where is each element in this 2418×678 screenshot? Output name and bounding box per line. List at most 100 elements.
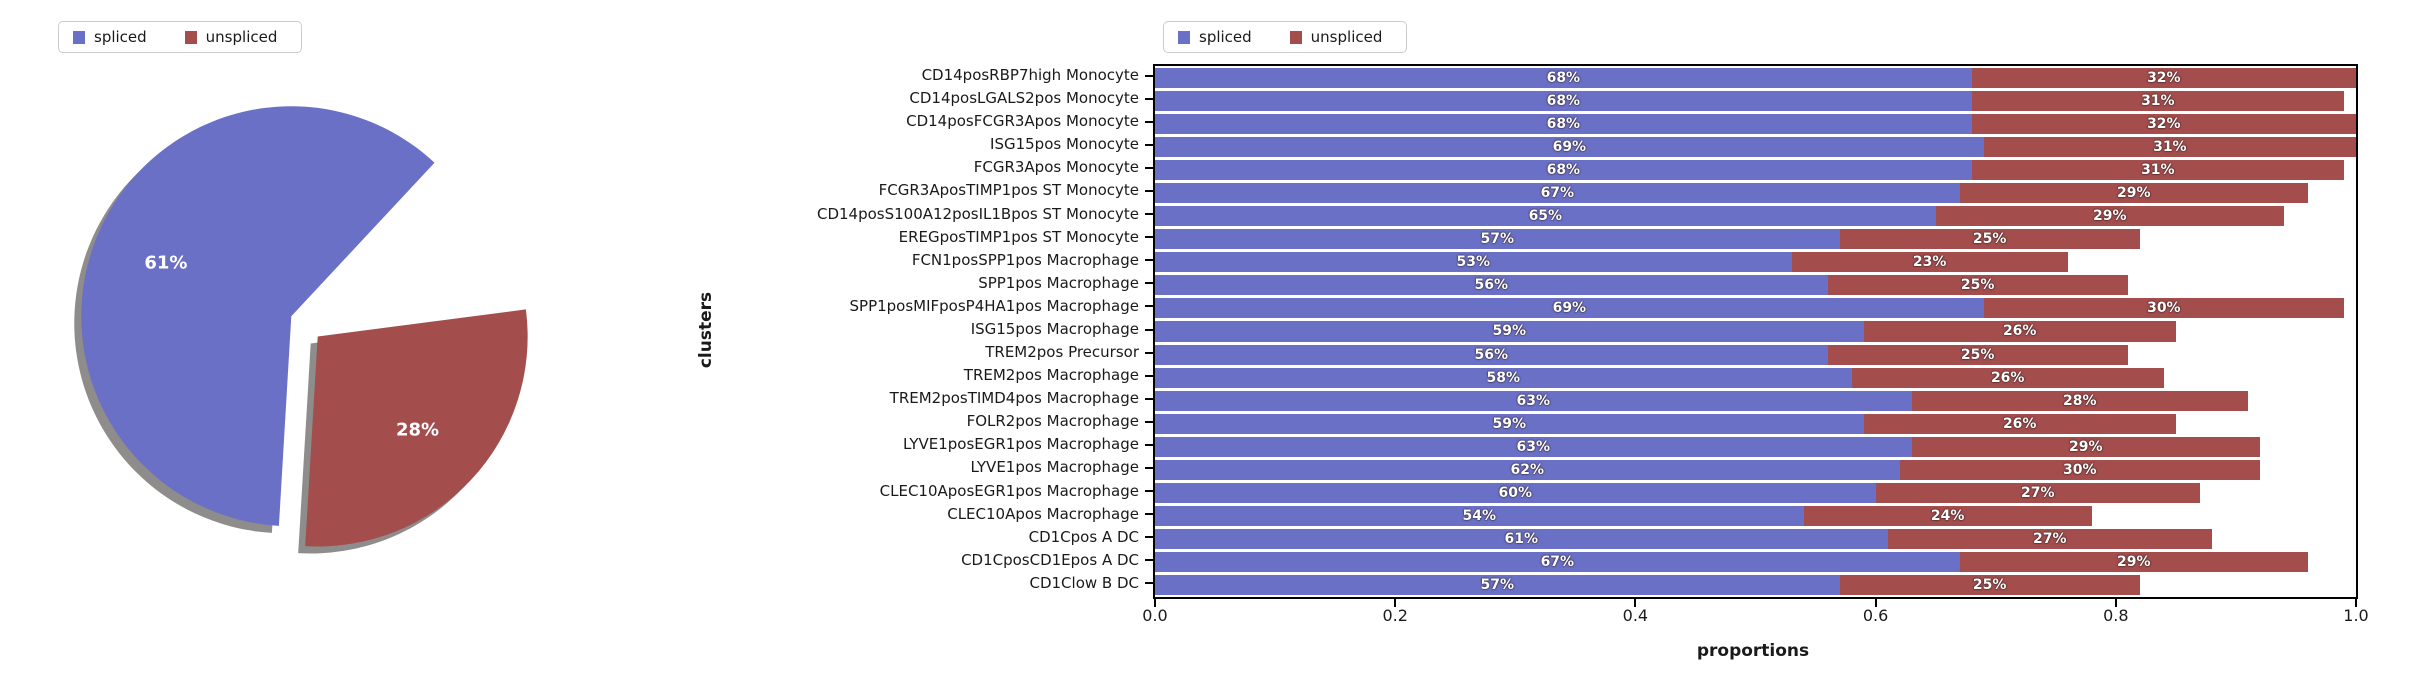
spliced-swatch-icon <box>1178 30 1190 44</box>
category-label: FCGR3AposTIMP1pos ST Monocyte <box>878 181 1139 200</box>
bar-segment-unspliced: 25% <box>1839 229 2140 250</box>
bar-value-label-spliced: 59% <box>1492 415 1527 432</box>
bar-value-label-spliced: 63% <box>1516 392 1551 409</box>
bar-row: 63% 29% <box>1155 435 2356 458</box>
y-axis-tick <box>1145 467 1153 470</box>
bar-row: 67% 29% <box>1155 181 2356 204</box>
bar-row: 57% 25% <box>1155 574 2356 597</box>
category-label: SPP1posMIFposP4HA1pos Macrophage <box>849 296 1140 315</box>
bar-value-label-unspliced: 27% <box>2032 531 2067 548</box>
bar-legend: spliced unspliced <box>1163 21 1407 53</box>
bar-value-label-unspliced: 30% <box>2147 300 2181 317</box>
x-axis-tick <box>2355 597 2357 607</box>
y-axis-tick <box>1145 120 1153 123</box>
bar-value-label-unspliced: 31% <box>2141 161 2175 178</box>
y-axis-tick <box>1145 559 1153 562</box>
bar-row: 67% 29% <box>1155 551 2356 574</box>
y-axis-label: clusters <box>696 291 716 369</box>
bar-row: 63% 28% <box>1155 389 2356 412</box>
bar-row: 62% 30% <box>1155 458 2356 481</box>
bar-segment-spliced: 68% <box>1155 90 1972 111</box>
bar-segment-spliced: 54% <box>1155 506 1804 527</box>
bar-value-label-spliced: 61% <box>1504 531 1539 548</box>
category-label: FCN1posSPP1pos Macrophage <box>911 250 1139 269</box>
bar-row: 68% 32% <box>1155 112 2356 135</box>
bar-segment-unspliced: 28% <box>1911 390 2248 411</box>
bar-segment-unspliced: 29% <box>1959 182 2308 203</box>
unspliced-swatch-icon <box>184 30 197 44</box>
category-label: CLEC10AposEGR1pos Macrophage <box>879 481 1139 500</box>
x-axis-tick <box>1394 597 1397 607</box>
bar-row: 68% 32% <box>1155 66 2356 89</box>
bar-value-label-spliced: 57% <box>1480 231 1515 248</box>
y-axis-tick <box>1145 259 1153 262</box>
bar-row: 60% 27% <box>1155 482 2356 505</box>
bar-value-label-unspliced: 29% <box>2093 208 2127 225</box>
category-label: CD14posFCGR3Apos Monocyte <box>906 112 1139 131</box>
spliced-swatch-icon <box>73 30 85 44</box>
bar-row: 68% 31% <box>1155 158 2356 181</box>
bar-chart-plot-area: 68% 32% 68% 31% 68% 32% 69% 31% 68% 31% 67% 29% 65% 2… <box>1153 64 2358 599</box>
bar-segment-spliced: 56% <box>1155 275 1828 296</box>
bar-value-label-unspliced: 32% <box>2147 115 2181 132</box>
bar-segment-unspliced: 23% <box>1791 252 2068 273</box>
bar-segment-unspliced: 29% <box>1935 206 2284 227</box>
bar-row: 59% 26% <box>1155 320 2356 343</box>
bar-segment-spliced: 69% <box>1155 136 1984 157</box>
bar-row: 59% 26% <box>1155 412 2356 435</box>
pie-legend: spliced unspliced <box>58 21 302 53</box>
bar-value-label-unspliced: 23% <box>1912 254 1947 271</box>
x-axis-tick-label: 0.0 <box>1142 606 1168 625</box>
bar-segment-spliced: 62% <box>1155 459 1900 481</box>
y-axis-tick <box>1145 74 1153 77</box>
bar-value-label-spliced: 63% <box>1516 438 1551 455</box>
x-axis-label: proportions <box>1696 641 1810 661</box>
bar-segment-unspliced: 24% <box>1803 506 2092 527</box>
bar-value-label-spliced: 56% <box>1474 277 1509 294</box>
legend-item-spliced: spliced <box>73 28 147 46</box>
bar-segment-spliced: 68% <box>1155 159 1972 180</box>
category-label: CD1Clow B DC <box>1029 573 1139 592</box>
bar-value-label-unspliced: 29% <box>2117 184 2151 201</box>
bar-value-label-unspliced: 26% <box>1990 369 2025 386</box>
bar-segment-unspliced: 32% <box>1971 113 2356 134</box>
bar-segment-unspliced: 30% <box>1899 459 2260 481</box>
bar-value-label-spliced: 56% <box>1474 346 1509 363</box>
y-axis-tick <box>1145 420 1153 423</box>
pie-value-label-unspliced: 28% <box>396 420 439 441</box>
bar-segment-unspliced: 31% <box>1971 159 2344 180</box>
category-label: TREM2pos Precursor <box>985 343 1139 362</box>
bar-segment-spliced: 57% <box>1155 575 1840 596</box>
x-axis-tick <box>1874 597 1877 607</box>
bar-value-label-unspliced: 25% <box>1972 577 2007 594</box>
y-axis-tick <box>1145 582 1153 585</box>
bar-value-label-spliced: 65% <box>1528 208 1563 225</box>
bar-value-label-unspliced: 25% <box>1972 231 2007 248</box>
bar-segment-spliced: 69% <box>1155 298 1984 319</box>
y-axis-tick <box>1145 282 1153 285</box>
category-label: EREGposTIMP1pos ST Monocyte <box>898 227 1139 246</box>
bar-value-label-unspliced: 28% <box>2063 392 2097 409</box>
pie-slice-spliced <box>81 106 435 526</box>
bar-segment-spliced: 61% <box>1155 529 1888 550</box>
bar-segment-unspliced: 27% <box>1875 483 2200 504</box>
y-axis-tick <box>1145 166 1153 169</box>
category-label: TREM2pos Macrophage <box>963 366 1139 385</box>
legend-label: spliced <box>94 28 147 46</box>
category-label: LYVE1posEGR1pos Macrophage <box>902 435 1139 454</box>
bar-row: 61% 27% <box>1155 528 2356 551</box>
y-axis-tick <box>1145 305 1153 308</box>
pie-slice-unspliced <box>305 309 528 547</box>
bar-row: 58% 26% <box>1155 366 2356 389</box>
bar-value-label-unspliced: 26% <box>2002 415 2037 432</box>
x-axis-tick <box>2114 597 2117 607</box>
bar-value-label-spliced: 67% <box>1540 184 1575 201</box>
y-axis-tick <box>1145 397 1153 400</box>
y-axis-tick <box>1145 536 1153 539</box>
bar-value-label-unspliced: 26% <box>2002 323 2037 340</box>
bar-value-label-spliced: 69% <box>1552 300 1587 317</box>
bar-segment-spliced: 67% <box>1155 552 1960 573</box>
x-axis-tick-label: 1.0 <box>2343 606 2369 625</box>
bar-value-label-unspliced: 31% <box>2153 138 2187 155</box>
category-label: LYVE1pos Macrophage <box>970 458 1139 477</box>
